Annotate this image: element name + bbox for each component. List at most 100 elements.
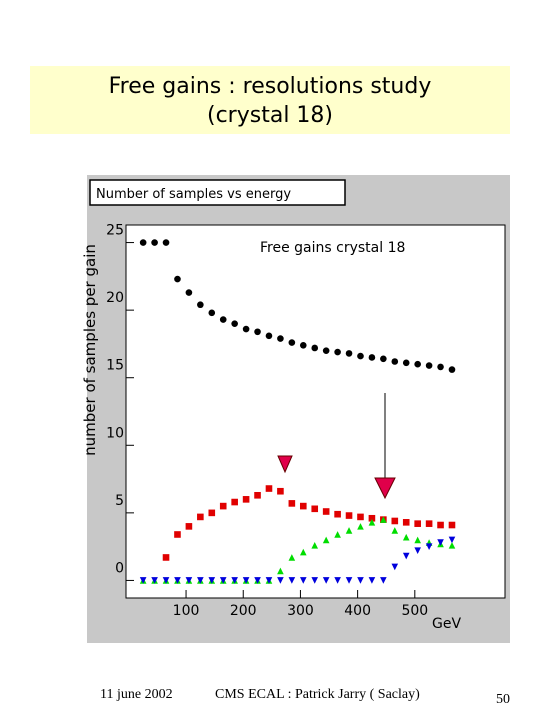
title-line: Free gains : resolutions study: [108, 74, 432, 99]
point: [357, 523, 364, 530]
y-tick-label: 15: [106, 358, 124, 374]
point: [357, 513, 364, 521]
point: [197, 577, 204, 584]
plot-frame: [125, 224, 506, 599]
point: [185, 289, 193, 296]
point: [219, 577, 227, 584]
point: [288, 339, 296, 346]
point: [197, 301, 204, 309]
point: [311, 344, 319, 352]
point: [277, 487, 284, 495]
pad-title: Number of samples vs energy: [96, 187, 291, 202]
point: [334, 510, 341, 518]
point: [311, 505, 319, 513]
point: [151, 239, 158, 246]
point: [162, 577, 170, 584]
y-tick-label: 10: [106, 425, 124, 441]
point: [231, 498, 238, 506]
point: [299, 502, 307, 510]
point: [345, 512, 353, 519]
point: [391, 517, 399, 525]
arrow-marker: [277, 455, 293, 474]
point: [299, 577, 307, 584]
point: [414, 360, 421, 368]
point: [414, 547, 421, 554]
point: [139, 239, 147, 246]
point: [174, 577, 181, 584]
annotation: Free gains crystal 18: [260, 240, 405, 256]
x-axis-label: GeV: [432, 616, 461, 632]
point: [334, 531, 341, 538]
point: [299, 548, 307, 556]
point: [391, 358, 399, 365]
point: [322, 577, 330, 584]
point: [174, 531, 181, 538]
point: [334, 577, 341, 584]
point: [368, 519, 376, 526]
point: [425, 543, 433, 550]
point: [254, 577, 261, 584]
point: [311, 577, 319, 584]
pad-title-box: [89, 179, 346, 206]
y-axis-label: number of samples per gain: [81, 244, 99, 456]
point: [345, 350, 353, 357]
point: [174, 275, 181, 283]
point: [151, 577, 158, 584]
point: [437, 539, 444, 546]
point: [311, 541, 319, 549]
x-tick-label: 400: [344, 603, 371, 619]
point: [277, 567, 284, 575]
x-tick-label: 100: [173, 603, 200, 619]
point: [208, 509, 216, 517]
point: [357, 352, 364, 360]
footer-date: 11 june 2002: [100, 687, 173, 702]
point: [162, 239, 170, 246]
point: [368, 354, 376, 361]
point: [380, 355, 387, 363]
point: [288, 554, 296, 561]
point: [391, 563, 399, 571]
arrow-head: [374, 477, 396, 500]
point: [277, 335, 284, 342]
point: [425, 520, 433, 527]
point: [448, 521, 456, 529]
point: [299, 341, 307, 349]
point: [425, 362, 433, 369]
slide-title: Free gains : resolutions study (crystal …: [30, 66, 510, 134]
point: [414, 536, 421, 544]
point: [265, 577, 273, 584]
point: [162, 554, 170, 561]
point: [242, 496, 250, 503]
point: [448, 366, 456, 373]
point: [185, 577, 193, 584]
point: [437, 363, 444, 371]
point: [380, 577, 387, 584]
y-tick-label: 0: [115, 560, 124, 576]
point: [139, 577, 147, 584]
point: [334, 348, 341, 356]
footer-author: CMS ECAL : Patrick Jarry ( Saclay): [215, 687, 420, 702]
point: [288, 500, 296, 507]
point: [242, 577, 250, 584]
point: [208, 577, 216, 584]
x-tick-label: 300: [287, 603, 314, 619]
x-tick-label: 200: [230, 603, 257, 619]
point: [231, 577, 238, 584]
point: [380, 516, 387, 523]
point: [437, 521, 444, 529]
y-tick-label: 25: [106, 223, 124, 239]
point: [288, 577, 296, 584]
point: [448, 536, 456, 544]
point: [368, 514, 376, 522]
point: [265, 485, 273, 492]
point: [242, 325, 250, 333]
point: [368, 577, 376, 584]
y-tick-label: 20: [106, 290, 124, 306]
point: [402, 359, 410, 367]
point: [345, 527, 353, 534]
point: [219, 316, 227, 323]
point: [402, 533, 410, 541]
point: [185, 523, 193, 530]
